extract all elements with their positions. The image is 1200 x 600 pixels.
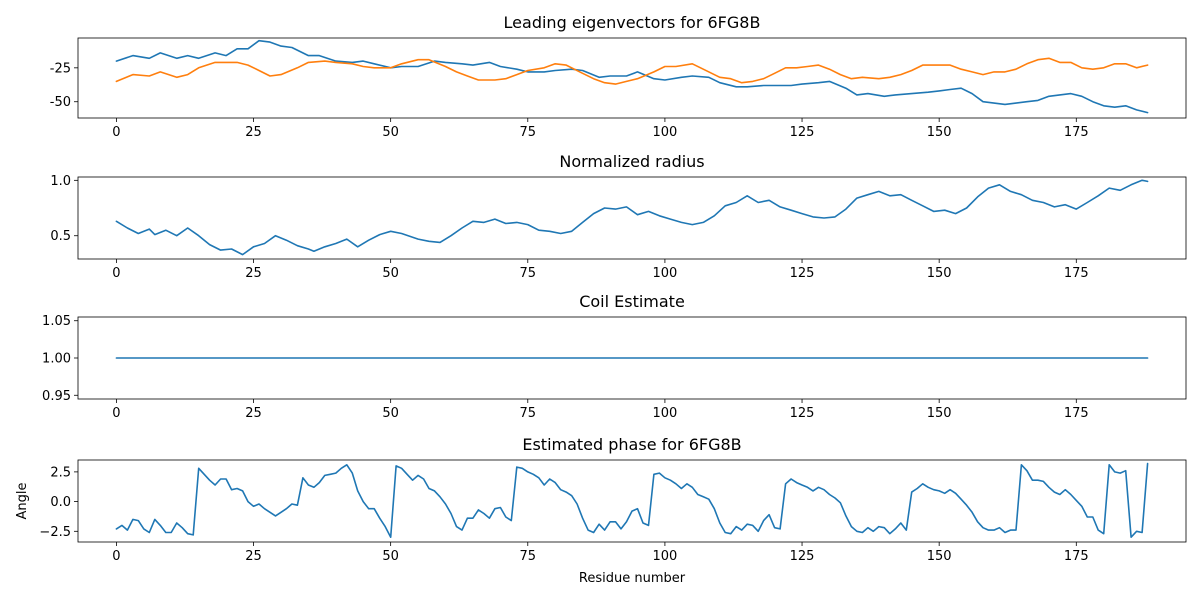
x-tick-label: 25 xyxy=(245,406,262,421)
axes-frame xyxy=(77,459,1187,543)
x-axis-label: Residue number xyxy=(579,571,686,586)
chart-title: Coil Estimate xyxy=(579,292,685,311)
x-tick-label: 0 xyxy=(112,125,120,140)
x-tick-label: 25 xyxy=(245,125,262,140)
y-tick-label: 0.5 xyxy=(50,229,71,244)
series-line-2 xyxy=(115,57,1149,85)
y-tick-label: 0.95 xyxy=(42,389,71,404)
x-tick-label: 0 xyxy=(112,406,120,421)
subplot-3: 0 25 50 75 100 125 150 175 0.95 1.00 1.05 Coil Esti… xyxy=(42,292,1187,421)
y-tick-label: 0.0 xyxy=(50,495,71,510)
y-tick-label: 1.05 xyxy=(42,314,71,329)
y-tick-label: 2.5 xyxy=(50,465,71,480)
x-tick-label: 0 xyxy=(112,266,120,281)
x-tick-label: 175 xyxy=(1064,266,1089,281)
x-tick-label: 100 xyxy=(652,549,677,564)
x-tick-label: 125 xyxy=(790,549,815,564)
x-tick-label: 175 xyxy=(1064,406,1089,421)
axes-frame xyxy=(77,37,1187,119)
x-tick-label: 75 xyxy=(520,125,537,140)
x-tick-label: 150 xyxy=(927,406,952,421)
x-tick-label: 100 xyxy=(652,125,677,140)
x-tick-label: 50 xyxy=(382,406,399,421)
x-tick-label: 125 xyxy=(790,125,815,140)
x-tick-label: 175 xyxy=(1064,125,1089,140)
subplots: 0 25 50 75 100 125 150 175 -25 -50 Leading eigenve… xyxy=(15,13,1187,586)
subplot-1: 0 25 50 75 100 125 150 175 -25 -50 Leading eigenve… xyxy=(50,13,1187,140)
x-tick-label: 75 xyxy=(520,266,537,281)
x-tick-label: 75 xyxy=(520,406,537,421)
x-tick-label: 150 xyxy=(927,125,952,140)
y-tick-label: 1.00 xyxy=(42,352,71,367)
x-tick-label: 100 xyxy=(652,406,677,421)
x-tick-label: 150 xyxy=(927,266,952,281)
x-tick-label: 125 xyxy=(790,266,815,281)
x-tick-label: 50 xyxy=(382,266,399,281)
y-tick-label: -25 xyxy=(50,61,71,76)
subplot-4: 0 25 50 75 100 125 150 175 2.5 0.0 −2.5 Estimated p… xyxy=(15,435,1187,586)
x-tick-label: 0 xyxy=(112,549,120,564)
x-tick-label: 25 xyxy=(245,266,262,281)
x-tick-label: 175 xyxy=(1064,549,1089,564)
series-line-1 xyxy=(115,462,1149,538)
x-tick-label: 125 xyxy=(790,406,815,421)
chart-title: Estimated phase for 6FG8B xyxy=(522,435,741,454)
x-tick-label: 50 xyxy=(382,125,399,140)
series-line-1 xyxy=(115,39,1149,114)
axes-frame xyxy=(77,176,1187,260)
y-axis-label: Angle xyxy=(15,483,30,520)
y-tick-label: -50 xyxy=(50,95,71,110)
subplot-2: 0 25 50 75 100 125 150 175 0.5 1.0 Normalized radi… xyxy=(50,152,1187,281)
x-tick-label: 25 xyxy=(245,549,262,564)
y-tick-label: −2.5 xyxy=(39,525,71,540)
x-tick-label: 50 xyxy=(382,549,399,564)
x-tick-label: 100 xyxy=(652,266,677,281)
y-tick-label: 1.0 xyxy=(50,174,71,189)
x-tick-label: 150 xyxy=(927,549,952,564)
chart-title: Normalized radius xyxy=(559,152,704,171)
chart-title: Leading eigenvectors for 6FG8B xyxy=(504,13,761,32)
x-tick-label: 75 xyxy=(520,549,537,564)
series-line-1 xyxy=(115,179,1149,256)
